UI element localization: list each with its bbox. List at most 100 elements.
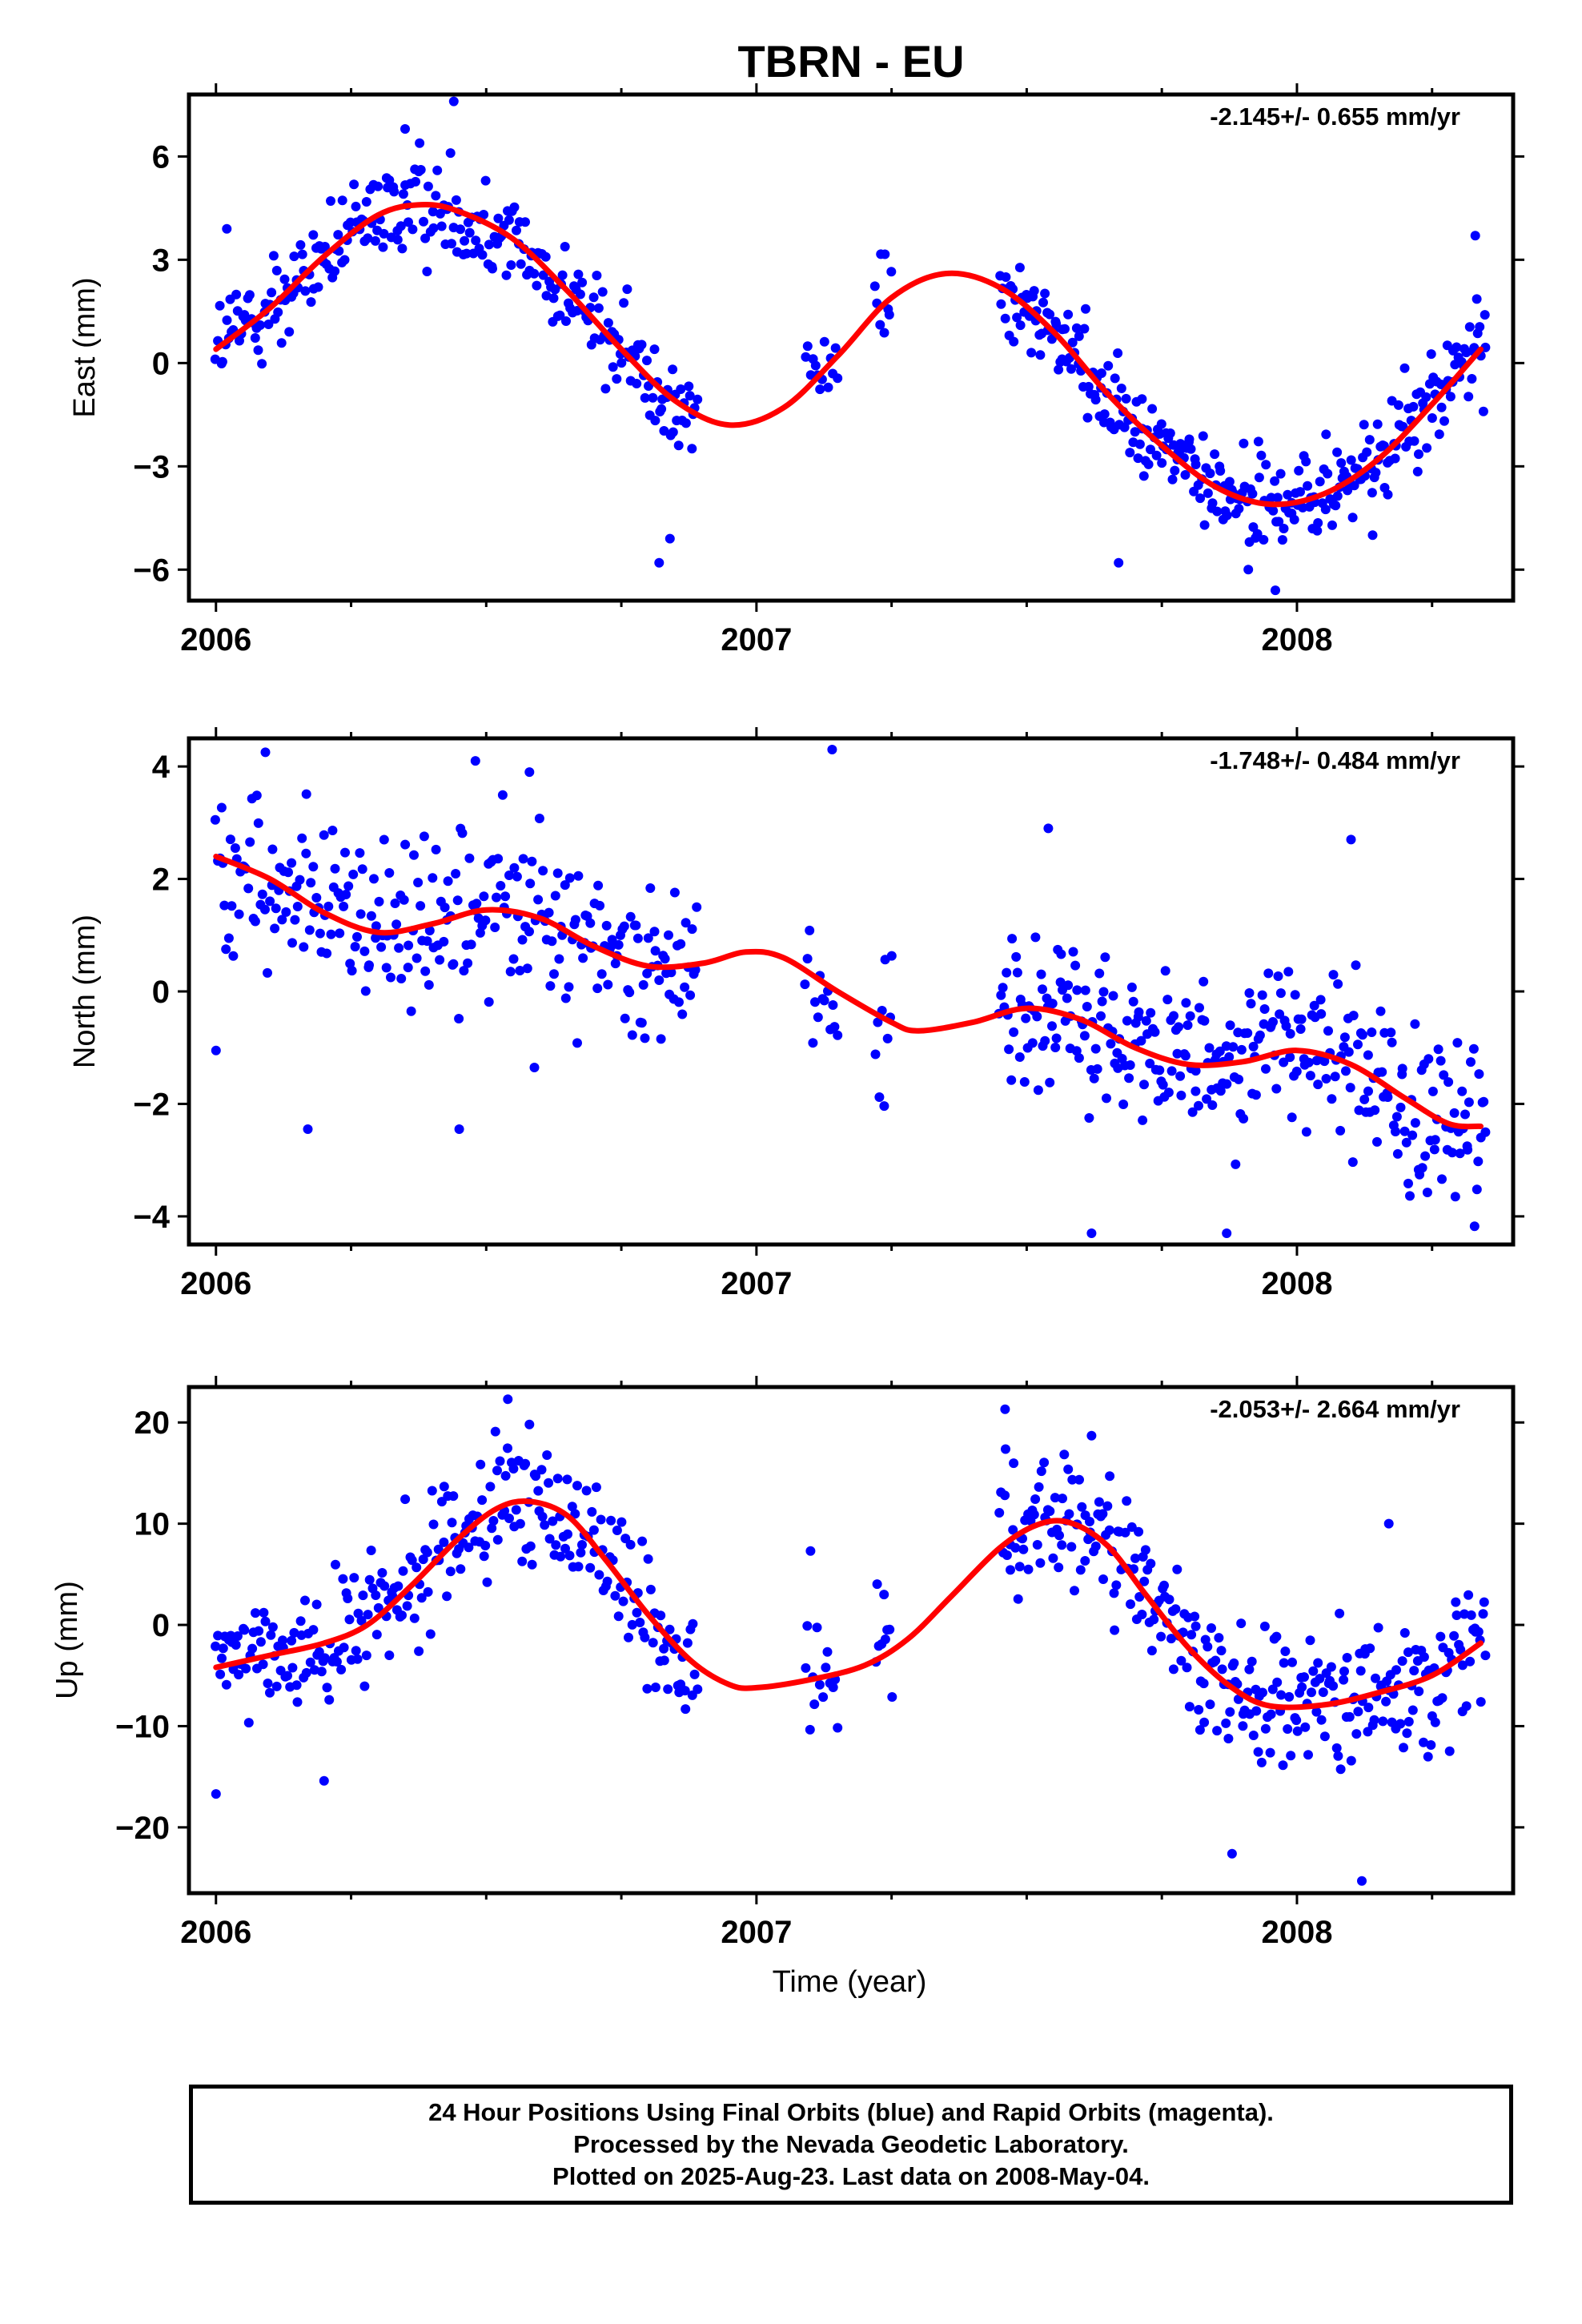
data-point xyxy=(1256,1757,1267,1767)
data-point xyxy=(1395,1102,1406,1112)
data-point xyxy=(1327,1094,1337,1104)
data-point xyxy=(413,878,424,887)
data-point xyxy=(443,876,453,887)
data-point xyxy=(225,834,235,845)
east-panel: 2006 2007 2008 −6 −3 0 3 6 East (mm) -2.145+/- 0.… xyxy=(68,83,1524,657)
data-point xyxy=(1339,1032,1350,1043)
data-point xyxy=(267,1622,278,1632)
data-point xyxy=(370,235,380,246)
data-point xyxy=(463,958,473,968)
data-point xyxy=(504,1514,514,1523)
data-point xyxy=(1012,312,1022,323)
data-point xyxy=(648,1638,658,1648)
data-point xyxy=(547,936,557,947)
data-point xyxy=(560,1543,570,1554)
data-point xyxy=(632,1607,642,1618)
data-point xyxy=(1261,1063,1271,1074)
data-point xyxy=(1137,394,1147,404)
data-point xyxy=(1211,1655,1221,1666)
data-point xyxy=(873,1017,883,1027)
data-point xyxy=(525,1541,536,1551)
data-point xyxy=(1134,1526,1144,1537)
data-point xyxy=(1081,304,1090,314)
data-point xyxy=(1156,1631,1166,1642)
data-point xyxy=(588,1525,599,1535)
data-point xyxy=(872,1579,882,1590)
data-point xyxy=(815,384,825,395)
data-point xyxy=(606,1515,616,1526)
data-point xyxy=(635,1618,645,1627)
data-point xyxy=(374,896,384,907)
data-point xyxy=(1199,1015,1210,1026)
data-point xyxy=(549,969,559,979)
data-point xyxy=(1202,1094,1212,1104)
data-point xyxy=(1479,1096,1489,1107)
data-point xyxy=(1030,1494,1041,1504)
data-point xyxy=(1450,1192,1460,1202)
data-point xyxy=(306,297,316,308)
data-point xyxy=(1251,1090,1261,1100)
data-point xyxy=(428,223,439,233)
data-point xyxy=(213,1630,223,1641)
data-point xyxy=(610,1590,620,1601)
data-point xyxy=(1125,448,1135,458)
data-point xyxy=(460,235,470,246)
data-point xyxy=(622,284,632,295)
data-point xyxy=(398,189,408,199)
plot-area xyxy=(210,745,1491,1238)
data-point xyxy=(1297,1682,1307,1692)
data-point xyxy=(1215,466,1226,476)
data-point xyxy=(805,370,816,380)
data-point xyxy=(517,1556,528,1566)
data-point xyxy=(1259,535,1269,545)
data-point xyxy=(479,1551,489,1562)
data-point xyxy=(1180,470,1191,480)
data-point xyxy=(268,251,279,261)
data-point xyxy=(1417,1163,1427,1173)
data-point xyxy=(578,953,588,963)
data-point xyxy=(267,844,278,854)
data-point xyxy=(503,1443,512,1454)
data-point xyxy=(1070,1586,1079,1596)
data-point xyxy=(243,1718,254,1728)
data-point xyxy=(645,1584,656,1594)
data-point xyxy=(1256,450,1267,460)
data-point xyxy=(378,242,388,252)
data-point xyxy=(685,990,696,1000)
data-point xyxy=(1247,1656,1257,1667)
data-point xyxy=(1319,1056,1330,1067)
data-point xyxy=(602,1576,612,1586)
data-point xyxy=(1319,1731,1330,1742)
data-point xyxy=(291,1680,302,1691)
data-point xyxy=(1422,1188,1432,1197)
data-point xyxy=(1111,1580,1122,1590)
data-point xyxy=(570,915,580,925)
data-point xyxy=(1029,1510,1039,1520)
data-point xyxy=(1067,1474,1078,1485)
data-point xyxy=(1014,263,1025,273)
data-point xyxy=(676,384,686,394)
data-point xyxy=(1266,1709,1276,1719)
data-point xyxy=(359,946,370,956)
data-point xyxy=(1227,1848,1237,1859)
data-point xyxy=(1472,1184,1482,1195)
data-point xyxy=(536,1465,547,1475)
data-point xyxy=(1143,459,1154,469)
data-point xyxy=(1276,1690,1287,1700)
data-point xyxy=(1195,493,1206,504)
data-point xyxy=(1236,1618,1247,1629)
data-point xyxy=(324,1695,335,1705)
data-point xyxy=(585,918,596,928)
data-point xyxy=(1108,991,1118,1001)
data-point xyxy=(330,863,340,874)
data-point xyxy=(423,1586,433,1597)
data-point xyxy=(1271,1084,1282,1094)
data-point xyxy=(1207,1100,1218,1110)
data-point xyxy=(364,1574,375,1585)
data-point xyxy=(1071,323,1082,333)
data-point xyxy=(998,983,1008,993)
data-point xyxy=(439,1482,449,1492)
data-point xyxy=(1104,1525,1114,1535)
data-point xyxy=(1036,1466,1046,1477)
data-point xyxy=(1427,413,1437,423)
